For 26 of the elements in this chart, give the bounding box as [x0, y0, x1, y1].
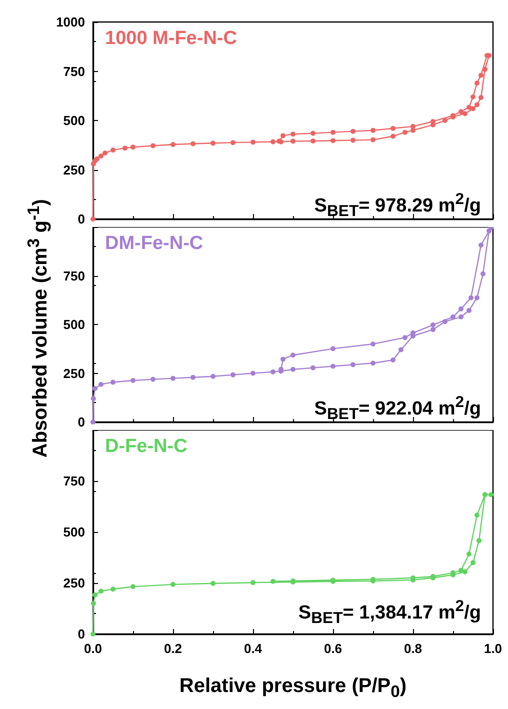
- x-tick-label: 1.0: [484, 641, 502, 656]
- y-tick-label: 250: [63, 366, 85, 381]
- x-tick-label: 0.6: [324, 641, 342, 656]
- y-tick-label: 0: [78, 626, 85, 642]
- annotation: S$_{BET}$= 978.29 m$^{2}$/g: [314, 190, 481, 221]
- x-tick-label: 0.2: [164, 641, 182, 656]
- text: DM-Fe-N-C: [105, 233, 204, 255]
- y-tick-label: 750: [63, 64, 85, 79]
- y-tick-label: 750: [63, 474, 85, 488]
- y-tick-label: 0: [78, 212, 85, 226]
- y-tick-label: 500: [63, 524, 85, 540]
- y-tick-label: 500: [63, 317, 85, 332]
- x-axis-title: Relative pressure (P/P$_{0}$): [178, 675, 408, 702]
- y-tick-label: 250: [63, 576, 85, 590]
- annotation: S$_{BET}$= 922.04 m$^{2}$/g: [314, 394, 481, 424]
- text: 1000 M-Fe-N-C: [105, 28, 237, 50]
- y-tick-label: 250: [63, 162, 85, 178]
- x-tick-label: 0.4: [244, 641, 263, 656]
- annotation: S$_{BET}$= 1,384.17 m$^{2}$/g: [298, 598, 481, 628]
- text: D-Fe-N-C: [105, 436, 188, 458]
- y-tick-label: 500: [63, 113, 85, 128]
- y-tick-label: 750: [63, 268, 85, 284]
- y-tick-label: 0: [78, 414, 85, 430]
- y-tick-label: 1000: [56, 14, 85, 30]
- x-tick-label: 0.0: [84, 641, 102, 656]
- x-tick-label: 0.8: [404, 641, 422, 656]
